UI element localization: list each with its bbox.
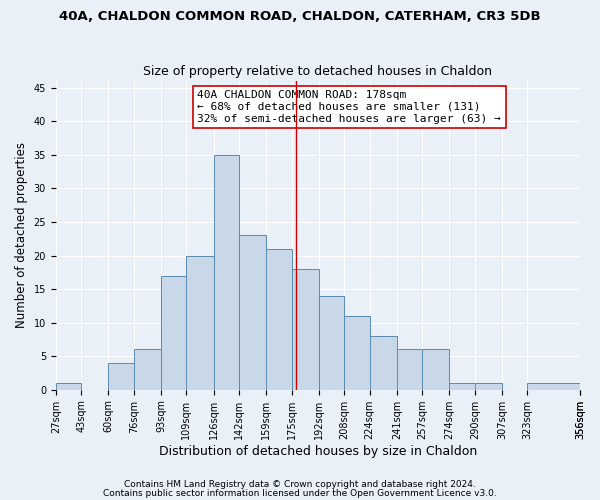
Text: Contains HM Land Registry data © Crown copyright and database right 2024.: Contains HM Land Registry data © Crown c… <box>124 480 476 489</box>
Bar <box>475 383 502 390</box>
Bar <box>56 383 81 390</box>
Title: Size of property relative to detached houses in Chaldon: Size of property relative to detached ho… <box>143 66 493 78</box>
Bar <box>187 256 214 390</box>
Bar <box>109 363 134 390</box>
Bar <box>422 350 449 390</box>
Bar <box>397 350 422 390</box>
Bar <box>449 383 475 390</box>
Bar <box>319 296 344 390</box>
X-axis label: Distribution of detached houses by size in Chaldon: Distribution of detached houses by size … <box>159 444 477 458</box>
Bar <box>527 383 580 390</box>
Bar <box>266 249 292 390</box>
Bar <box>239 236 266 390</box>
Bar <box>214 155 239 390</box>
Text: Contains public sector information licensed under the Open Government Licence v3: Contains public sector information licen… <box>103 489 497 498</box>
Bar <box>344 316 370 390</box>
Bar <box>134 350 161 390</box>
Y-axis label: Number of detached properties: Number of detached properties <box>15 142 28 328</box>
Bar <box>292 269 319 390</box>
Text: 40A CHALDON COMMON ROAD: 178sqm
← 68% of detached houses are smaller (131)
32% o: 40A CHALDON COMMON ROAD: 178sqm ← 68% of… <box>197 90 501 124</box>
Bar <box>370 336 397 390</box>
Text: 40A, CHALDON COMMON ROAD, CHALDON, CATERHAM, CR3 5DB: 40A, CHALDON COMMON ROAD, CHALDON, CATER… <box>59 10 541 23</box>
Bar <box>161 276 187 390</box>
